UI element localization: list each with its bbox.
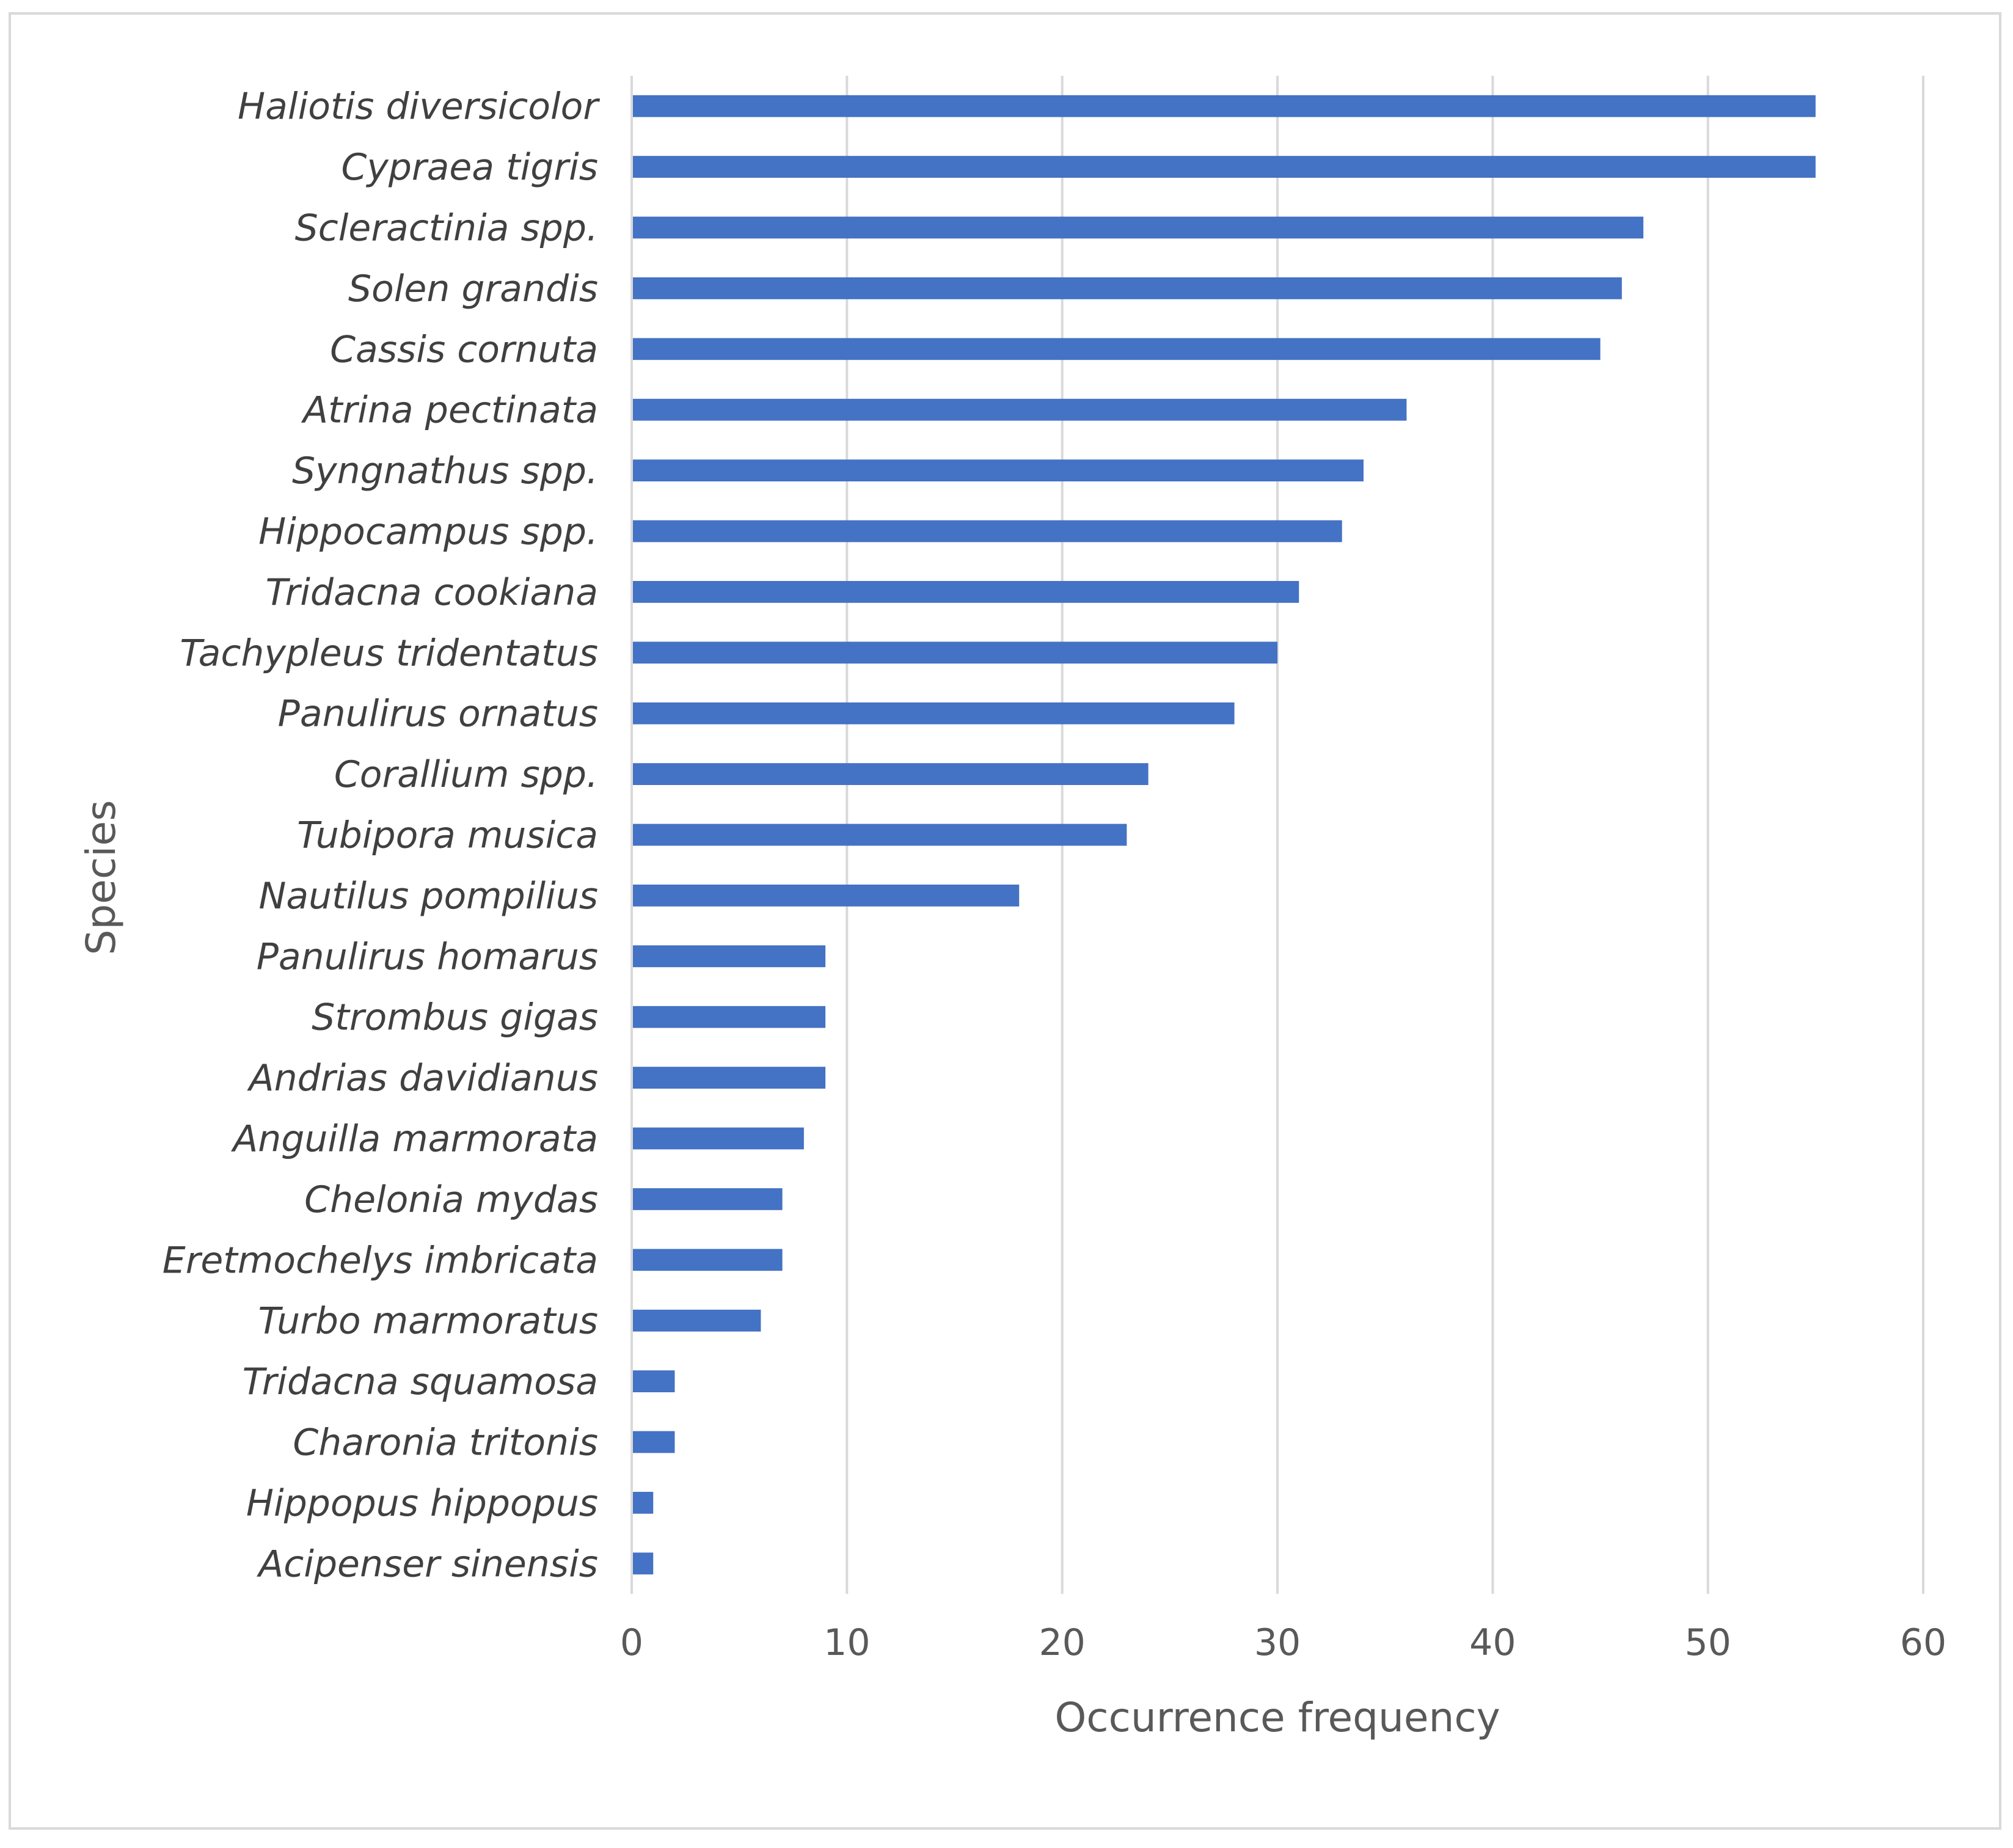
bar [633, 1309, 761, 1332]
category-label: Cassis cornuta [330, 328, 598, 371]
category-label: Haliotis diversicolor [238, 86, 600, 128]
x-tick-label: 50 [1684, 1621, 1731, 1664]
x-tick-label: 10 [824, 1621, 870, 1664]
bar [633, 1006, 826, 1028]
bar [633, 945, 826, 968]
category-labels: Haliotis diversicolor Cypraea tigris Scler… [163, 86, 601, 1586]
bar-chart: Haliotis diversicolor Cypraea tigris Scler… [78, 76, 1946, 1741]
bars [633, 95, 1816, 1575]
category-label: Syngnathus spp. [292, 450, 598, 492]
bar [633, 763, 1149, 785]
category-label: Panulirus ornatus [278, 693, 598, 736]
category-label: Cypraea tigris [341, 146, 598, 189]
category-label: Eretmochelys imbricata [163, 1239, 598, 1282]
x-tick-label: 20 [1039, 1621, 1085, 1664]
bar [633, 1431, 675, 1453]
category-label: Acipenser sinensis [256, 1543, 598, 1585]
x-tick-label: 60 [1900, 1621, 1946, 1664]
bar [633, 520, 1342, 542]
category-label: Andrias davidianus [247, 1057, 598, 1100]
bar [633, 398, 1407, 421]
bar [633, 459, 1364, 481]
bar [633, 581, 1299, 603]
bar [633, 277, 1622, 299]
category-label: Tachypleus tridentatus [180, 632, 598, 674]
category-label: Turbo marmoratus [258, 1300, 598, 1343]
category-label: Solen grandis [348, 268, 598, 310]
category-label: Anguilla marmorata [230, 1118, 598, 1161]
bar [633, 702, 1235, 725]
bar [633, 1067, 826, 1089]
y-axis-title: Species [78, 800, 125, 955]
bar [633, 1127, 804, 1150]
category-label: Chelonia mydas [304, 1178, 598, 1221]
x-tick-label: 30 [1254, 1621, 1301, 1664]
category-label: Scleractinia spp. [295, 207, 598, 250]
bar [633, 1249, 783, 1271]
bar [633, 95, 1816, 117]
bar [633, 1370, 675, 1392]
category-label: Hippocampus spp. [258, 511, 598, 553]
category-label: Atrina pectinata [301, 389, 598, 432]
bar [633, 641, 1277, 664]
category-label: Strombus gigas [312, 996, 598, 1039]
category-label: Nautilus pompilius [258, 875, 598, 918]
category-label: Hippopus hippopus [246, 1482, 598, 1525]
x-tick-label: 40 [1469, 1621, 1516, 1664]
bar [633, 824, 1127, 846]
category-label: Panulirus homarus [257, 935, 598, 978]
bar [633, 156, 1816, 178]
category-label: Corallium spp. [334, 753, 598, 796]
x-tick-label: 0 [620, 1621, 643, 1664]
bar [633, 1552, 654, 1575]
bar [633, 1188, 783, 1210]
bar [633, 885, 1020, 907]
x-tick-labels: 0 10 20 30 40 50 60 [620, 1621, 1946, 1664]
category-label: Tridacna cookiana [266, 571, 598, 614]
bar [633, 1492, 654, 1514]
category-label: Tridacna squamosa [243, 1360, 598, 1403]
category-label: Charonia tritonis [293, 1422, 598, 1464]
category-label: Tubipora musica [297, 814, 598, 857]
x-axis-title: Occurrence frequency [1054, 1694, 1500, 1741]
chart-frame: Haliotis diversicolor Cypraea tigris Scler… [9, 12, 2001, 1830]
bar [633, 338, 1601, 360]
bar [633, 216, 1643, 239]
